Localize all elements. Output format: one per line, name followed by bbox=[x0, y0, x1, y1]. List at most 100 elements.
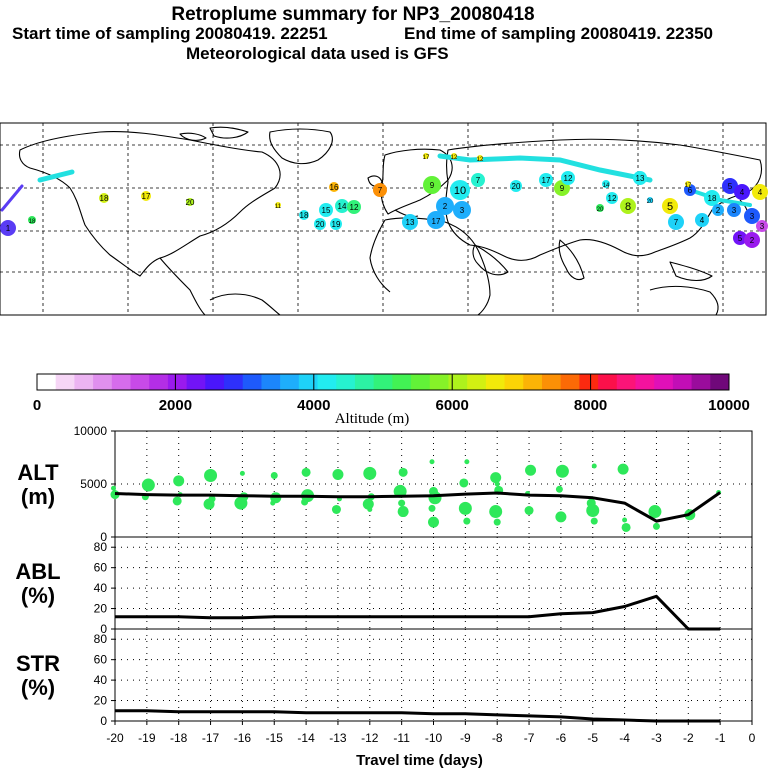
scatter-point bbox=[203, 498, 215, 510]
figure-title: Retroplume summary for NP3_20080418 bbox=[171, 4, 534, 25]
colorbar-swatch bbox=[672, 374, 693, 390]
colorbar-tick-label: 6000 bbox=[436, 397, 469, 414]
y-tick-label: 20 bbox=[94, 694, 108, 708]
colorbar-swatch bbox=[130, 374, 150, 390]
map-label: 12 bbox=[608, 194, 617, 203]
map-label: 14 bbox=[338, 202, 347, 211]
scatter-point bbox=[525, 464, 537, 476]
map-label: 17 bbox=[142, 192, 151, 201]
map-label: 5 bbox=[667, 201, 673, 213]
scatter-point bbox=[301, 467, 311, 477]
scatter-point bbox=[398, 467, 408, 477]
colorbar-swatch bbox=[149, 374, 169, 390]
scatter-point bbox=[555, 511, 567, 523]
scatter-point bbox=[489, 505, 503, 519]
scatter-point bbox=[590, 517, 598, 525]
scatter-point bbox=[458, 501, 472, 515]
map-label: 11 bbox=[275, 204, 282, 210]
y-tick-label: 60 bbox=[94, 653, 108, 667]
colorbar-swatch bbox=[354, 374, 375, 390]
colorbar-swatch bbox=[504, 374, 524, 390]
met-data-label: Meteorological data used is GFS bbox=[186, 44, 449, 63]
colorbar-swatch bbox=[167, 374, 188, 390]
map-label: 12 bbox=[350, 203, 359, 212]
colorbar-swatch bbox=[485, 374, 506, 390]
map-label: 4 bbox=[700, 216, 705, 225]
colorbar-border bbox=[36, 373, 730, 391]
scatter-point bbox=[141, 478, 155, 492]
y-tick-label: 10000 bbox=[74, 424, 108, 438]
colorbar-swatch bbox=[467, 374, 487, 390]
colorbar-swatch bbox=[691, 374, 711, 390]
map-label: 17 bbox=[542, 176, 551, 185]
map-label: 12 bbox=[451, 155, 458, 161]
colorbar-swatch bbox=[448, 374, 468, 390]
colorbar-tick-label: 8000 bbox=[574, 397, 607, 414]
series-line-alt bbox=[114, 491, 721, 523]
colorbar-swatch bbox=[523, 374, 543, 390]
scatter-point bbox=[270, 472, 278, 480]
scatter-point bbox=[239, 470, 245, 476]
map-label: 12 bbox=[564, 174, 573, 183]
chart-panels: 1000050000ALT(m)806040200ABL(%)806040200… bbox=[15, 424, 755, 768]
y-axis-label: ABL bbox=[15, 559, 60, 584]
map-label: 2 bbox=[750, 236, 755, 245]
map-label: 3 bbox=[732, 206, 737, 215]
map-label: 3 bbox=[750, 212, 755, 221]
y-axis-label: STR bbox=[16, 651, 60, 676]
map-label: 13 bbox=[636, 174, 645, 183]
y-tick-label: 40 bbox=[94, 581, 108, 595]
scatter-point bbox=[555, 464, 569, 478]
map-label: 19 bbox=[332, 220, 341, 229]
map-label: 20 bbox=[512, 182, 521, 191]
colorbar-swatch bbox=[392, 374, 412, 390]
map-label: 5 bbox=[738, 234, 743, 243]
scatter-point bbox=[490, 472, 502, 484]
x-tick-label: -11 bbox=[393, 731, 410, 745]
map-label: 20 bbox=[316, 220, 325, 229]
scatter-point bbox=[493, 518, 501, 526]
x-tick-label: -10 bbox=[425, 731, 443, 745]
map-label: 14 bbox=[603, 183, 610, 189]
scatter-point bbox=[428, 491, 442, 505]
x-tick-label: -3 bbox=[651, 731, 662, 745]
colorbar-swatch bbox=[93, 374, 113, 390]
y-tick-label: 60 bbox=[94, 561, 108, 575]
scatter-point bbox=[459, 478, 469, 488]
y-axis-unit: (m) bbox=[21, 484, 55, 509]
map-label: 2 bbox=[443, 202, 448, 211]
colorbar-swatch bbox=[224, 374, 244, 390]
scatter-point bbox=[463, 517, 471, 525]
colorbar-swatch bbox=[298, 374, 319, 390]
y-tick-label: 20 bbox=[94, 602, 108, 616]
map-label: 7 bbox=[476, 176, 481, 185]
x-tick-label: -12 bbox=[361, 731, 379, 745]
colorbar-swatch bbox=[579, 374, 599, 390]
colorbar-swatch bbox=[336, 374, 356, 390]
map-label: 17 bbox=[423, 155, 430, 161]
x-tick-label: -9 bbox=[460, 731, 471, 745]
y-axis-unit: (%) bbox=[21, 583, 55, 608]
x-tick-label: -2 bbox=[683, 731, 694, 745]
scatter-point bbox=[555, 485, 563, 493]
x-tick-label: -15 bbox=[266, 731, 284, 745]
colorbar-swatch bbox=[186, 374, 206, 390]
scatter-point bbox=[398, 499, 406, 507]
map-label: 2 bbox=[716, 206, 721, 215]
x-tick-label: -14 bbox=[297, 731, 315, 745]
scatter-point bbox=[428, 516, 439, 528]
x-tick-label: -6 bbox=[556, 731, 567, 745]
scatter-point bbox=[111, 485, 116, 491]
scatter-point bbox=[464, 459, 470, 465]
map-label: 17 bbox=[685, 183, 692, 189]
scatter-point bbox=[331, 504, 341, 514]
x-tick-label: -7 bbox=[524, 731, 535, 745]
x-tick-label: -20 bbox=[106, 731, 124, 745]
x-tick-label: -13 bbox=[329, 731, 347, 745]
scatter-point bbox=[591, 463, 597, 469]
scatter-point bbox=[397, 506, 409, 518]
map-label: 18 bbox=[300, 211, 309, 220]
scatter-point bbox=[204, 469, 218, 483]
map-label: 8 bbox=[625, 201, 631, 213]
scatter-point bbox=[494, 481, 500, 487]
